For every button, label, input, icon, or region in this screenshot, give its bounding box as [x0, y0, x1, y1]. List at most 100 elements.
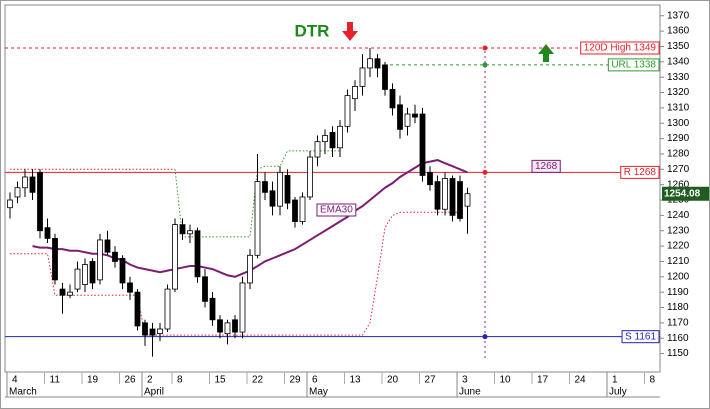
candle-body [22, 176, 28, 189]
series-tag: EMA30 [316, 203, 357, 217]
level-dot [482, 45, 488, 51]
y-tick-label: 1350 [667, 41, 690, 52]
series-end-tag: 1268 [531, 159, 561, 173]
candle-body [239, 282, 246, 333]
candle-body [67, 291, 73, 296]
y-tick-label: 1370 [667, 10, 690, 21]
x-tick-label: 3 [462, 375, 468, 386]
candle-body [449, 178, 456, 216]
last-price: 1254.08 [664, 188, 701, 199]
annotation: DTR [295, 21, 330, 40]
y-tick-label: 1300 [667, 118, 690, 129]
y-tick-label: 1290 [667, 133, 690, 144]
candle-body [419, 113, 426, 176]
candle-body [427, 171, 433, 186]
candle-body [314, 141, 321, 158]
candle-body [382, 64, 388, 90]
candle-body [157, 328, 163, 335]
y-tick-label: 1310 [667, 103, 690, 114]
candle-body [389, 89, 396, 109]
y-tick-label: 1260 [667, 179, 690, 190]
candle-body [397, 104, 403, 130]
candle-body [44, 227, 51, 239]
x-tick-label: 29 [290, 375, 302, 386]
series-end-box [531, 159, 561, 173]
y-tick-label: 1280 [667, 149, 690, 160]
level-label-box [620, 165, 660, 179]
y-tick-label: 1170 [667, 318, 689, 329]
candle-body [464, 193, 471, 207]
candle-body [457, 181, 463, 219]
candle-body [82, 264, 88, 285]
y-tick-label: 1270 [667, 164, 690, 175]
candle-body [194, 230, 201, 278]
candle-body [7, 199, 13, 209]
candle-body [97, 239, 103, 281]
level-tag: R 1268 [620, 165, 660, 179]
x-tick-label: 13 [350, 375, 362, 386]
x-tick-label: 8 [650, 375, 656, 386]
x-tick-label: 22 [252, 375, 264, 386]
level-tag: 120D High 1349 [580, 41, 660, 55]
candle-body [269, 190, 276, 207]
month-label: May [309, 387, 328, 398]
x-tick-label: 17 [537, 375, 549, 386]
down-arrow [342, 22, 358, 41]
x-tick-label: 10 [500, 375, 512, 386]
candle-body [29, 176, 36, 193]
candle-body [344, 95, 351, 127]
candle-body [254, 181, 261, 256]
x-tick-label: 11 [50, 375, 61, 386]
level-label-box [580, 41, 660, 55]
level-label: S 1161 [625, 331, 656, 342]
candle-body [187, 230, 193, 235]
x-tick-label: 2 [147, 375, 153, 386]
y-tick-label: 1220 [667, 241, 690, 252]
candle-body [164, 288, 171, 330]
x-tick-label: 27 [425, 375, 437, 386]
candle-body [352, 85, 358, 100]
candle-body [232, 319, 238, 333]
y-tick-label: 1200 [667, 271, 690, 282]
level-dot [482, 169, 488, 175]
x-tick-label: 24 [575, 375, 587, 386]
series-end-label: 1268 [535, 161, 558, 172]
level-dot [482, 334, 488, 340]
x-tick-label: 4 [12, 375, 18, 386]
candle-body [262, 181, 268, 193]
x-tick-label: 20 [387, 375, 399, 386]
candle-body [247, 254, 253, 284]
candle-body [412, 113, 418, 118]
level-label-box [621, 330, 660, 344]
y-tick-label: 1160 [667, 333, 689, 344]
month-label: March [9, 387, 37, 398]
candle-body [224, 322, 231, 335]
x-tick-label: 15 [215, 375, 227, 386]
candle-body [142, 322, 148, 336]
month-label: June [459, 387, 481, 398]
candle-body [322, 135, 328, 143]
candle-body [329, 132, 336, 149]
candle-body [149, 328, 156, 336]
level-tag: S 1161 [621, 330, 660, 344]
candle-body [74, 268, 81, 290]
candle-body [119, 257, 126, 284]
y-tick-label: 1340 [667, 56, 690, 67]
y-tick-label: 1240 [667, 210, 690, 221]
candle-body [292, 199, 298, 222]
candle-body [89, 261, 96, 284]
y-tick-label: 1190 [667, 287, 689, 298]
x-tick-label: 1 [612, 375, 618, 386]
y-tick-label: 1330 [667, 72, 690, 83]
up-arrow [538, 44, 554, 62]
candle-body [172, 224, 178, 290]
y-tick-label: 1230 [667, 225, 690, 236]
y-tick-label: 1320 [667, 87, 690, 98]
candle-body [104, 239, 111, 253]
candle-body [217, 319, 223, 333]
candle-body [434, 181, 441, 210]
x-tick-label: 8 [177, 375, 183, 386]
level-label-box [607, 58, 660, 72]
level-tag: URL 1338 [607, 58, 660, 72]
